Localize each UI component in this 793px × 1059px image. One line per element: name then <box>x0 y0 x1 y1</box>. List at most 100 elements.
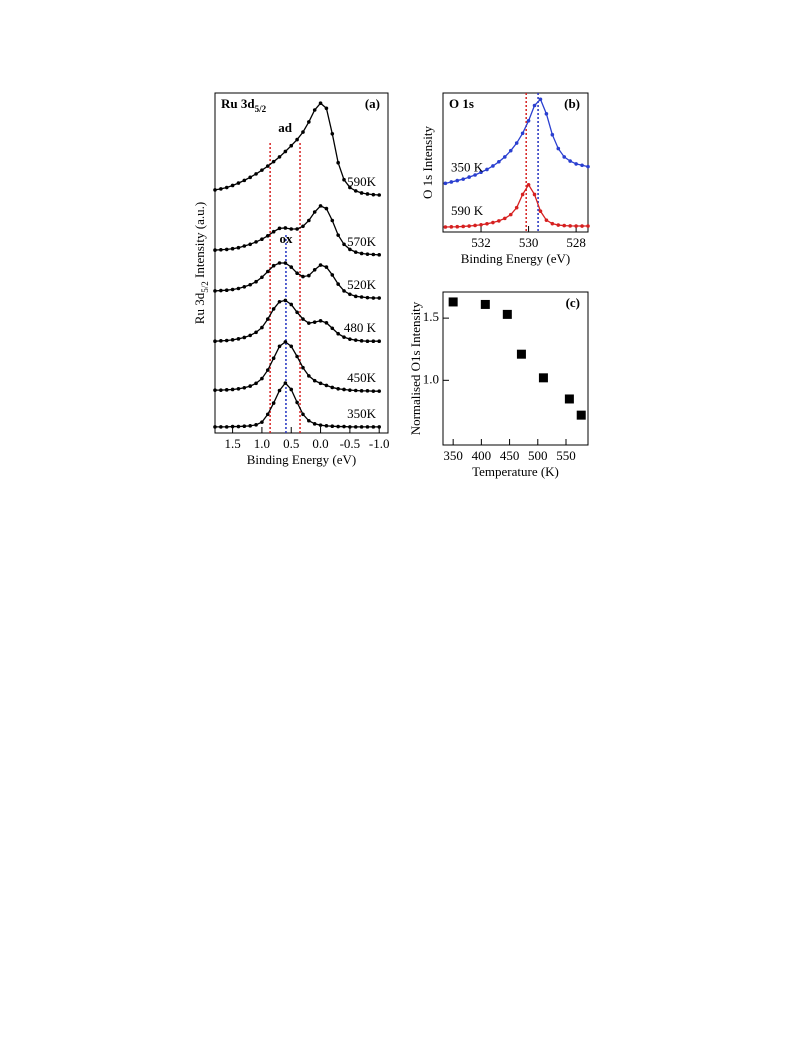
data-point <box>289 387 294 392</box>
data-point <box>318 101 323 105</box>
data-point <box>260 420 264 424</box>
data-point <box>265 317 270 321</box>
data-point <box>265 234 270 238</box>
data-point <box>318 319 323 323</box>
data-point <box>336 424 340 429</box>
data-point <box>342 242 346 247</box>
data-point <box>342 424 346 429</box>
data-point <box>265 412 270 417</box>
data-point <box>336 233 340 237</box>
data-point <box>254 279 258 284</box>
data-point <box>586 224 590 228</box>
data-point <box>359 339 364 343</box>
data-point <box>526 182 531 187</box>
data-point <box>230 338 235 342</box>
data-point <box>336 282 340 286</box>
data-point <box>568 224 572 228</box>
data-point <box>307 418 311 423</box>
data-point <box>213 425 217 429</box>
data-point <box>538 373 548 383</box>
data-point <box>353 338 358 342</box>
data-point <box>242 424 247 429</box>
x-tick-label: 350 <box>443 448 463 463</box>
data-point <box>224 288 229 293</box>
data-point <box>348 388 352 392</box>
data-point <box>219 288 223 293</box>
data-point <box>260 376 264 381</box>
x-tick-label: 400 <box>472 448 492 463</box>
data-point <box>353 294 358 299</box>
data-point <box>508 148 513 153</box>
data-point <box>377 425 382 429</box>
data-point <box>254 381 258 386</box>
y-axis-label-part: 5/2 <box>200 281 210 293</box>
data-point <box>550 132 555 137</box>
x-axis-label: Binding Energy (eV) <box>247 452 357 467</box>
data-point <box>254 423 258 427</box>
series-label: 570K <box>347 234 377 249</box>
data-point <box>219 339 223 343</box>
data-point <box>219 187 223 191</box>
data-point <box>467 175 471 179</box>
data-point <box>330 385 335 390</box>
data-point <box>342 177 346 182</box>
data-point <box>307 374 311 378</box>
data-point <box>443 181 448 186</box>
data-point <box>353 250 358 254</box>
series-label: 590K <box>347 174 377 189</box>
data-point <box>564 394 574 404</box>
data-point <box>516 349 526 359</box>
x-tick-label: 0.0 <box>312 436 328 451</box>
data-point <box>532 192 537 197</box>
data-point <box>480 299 490 309</box>
data-point <box>283 340 288 344</box>
y-tick-label: 1.5 <box>423 309 439 324</box>
data-point <box>348 247 352 252</box>
x-tick-label: -1.0 <box>369 436 390 451</box>
data-point <box>448 297 458 307</box>
y-axis-label-part: Ru 3d <box>192 292 207 324</box>
data-point <box>219 388 223 392</box>
data-point <box>479 170 483 175</box>
x-tick-label: 0.5 <box>283 436 299 451</box>
data-point <box>353 425 358 429</box>
data-point <box>312 108 317 112</box>
data-point <box>277 155 282 159</box>
y-tick-label: 1.0 <box>423 371 439 386</box>
data-point <box>580 163 584 168</box>
data-point <box>260 168 264 172</box>
data-point <box>330 273 335 277</box>
data-point <box>562 155 567 159</box>
data-point <box>248 242 252 247</box>
data-point <box>318 263 323 267</box>
data-point <box>467 224 471 228</box>
x-tick-label: 550 <box>556 448 576 463</box>
data-point <box>242 285 247 289</box>
data-point <box>236 181 241 185</box>
series-label: 350 K <box>451 159 484 174</box>
data-point <box>324 265 329 269</box>
data-point <box>359 295 364 299</box>
x-tick-label: 500 <box>528 448 548 463</box>
data-point <box>324 206 329 211</box>
data-point <box>242 385 247 390</box>
data-point <box>377 389 382 393</box>
data-point <box>520 192 525 197</box>
data-point <box>365 339 370 344</box>
data-point <box>497 160 501 164</box>
data-point <box>336 160 340 165</box>
plot-frame <box>214 92 389 434</box>
data-point <box>359 251 364 256</box>
data-point <box>295 354 299 359</box>
data-point <box>514 205 519 210</box>
data-point <box>213 339 217 344</box>
data-point <box>277 344 282 349</box>
data-point <box>236 286 241 291</box>
data-point <box>461 177 466 181</box>
y-axis-label-part: Normalised O1s Intensity <box>408 301 423 435</box>
series-label: 480 K <box>344 320 377 335</box>
data-point <box>271 159 276 164</box>
data-point <box>503 155 507 159</box>
data-point <box>213 248 217 252</box>
data-point <box>330 424 335 429</box>
